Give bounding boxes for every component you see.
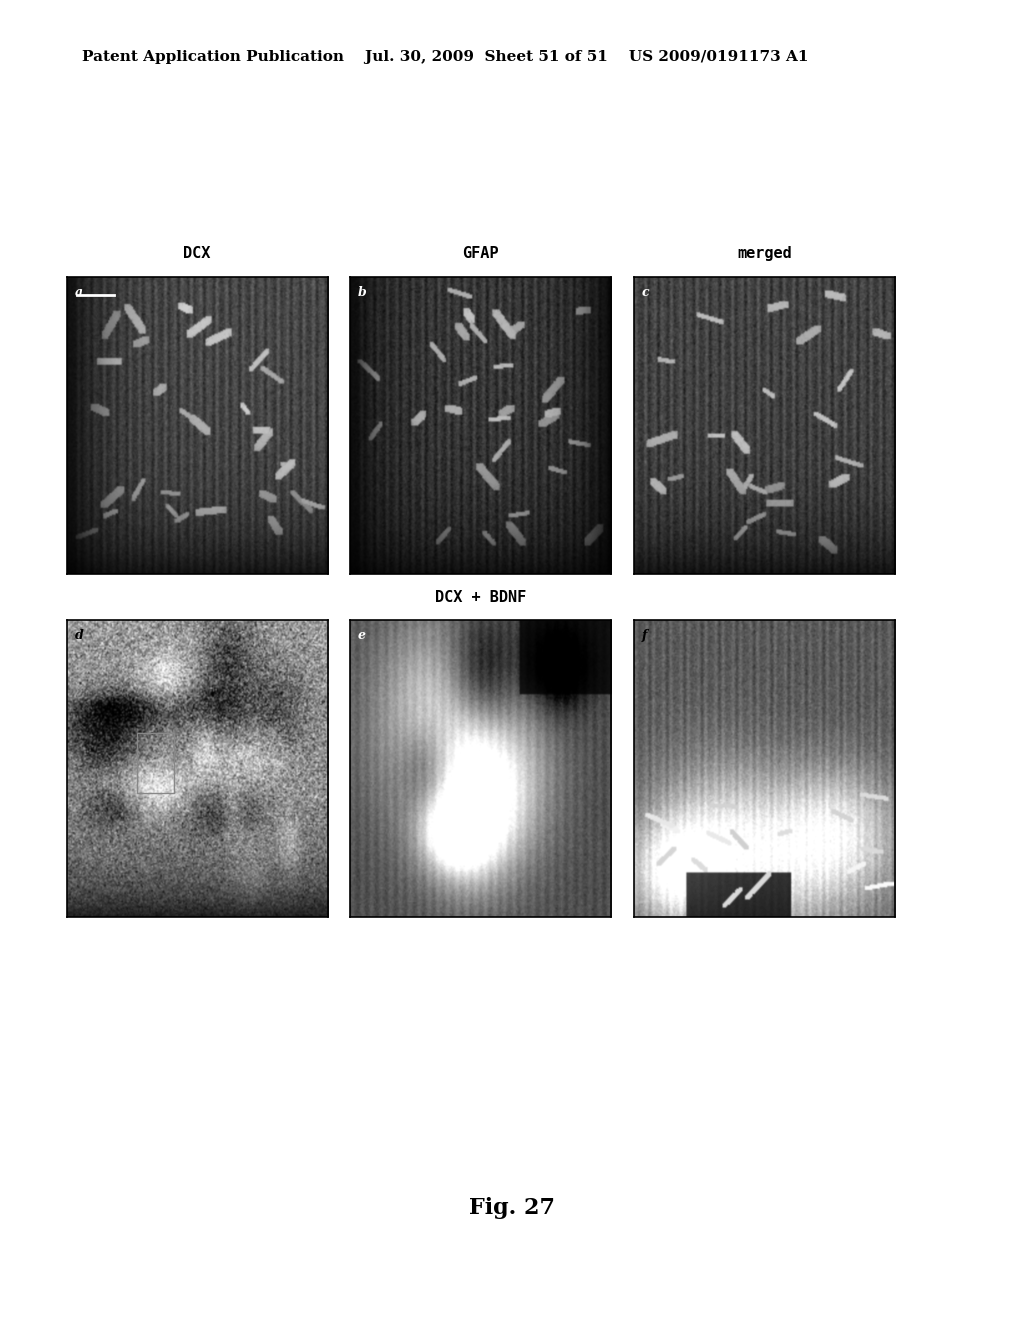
Bar: [137, 734, 174, 792]
Text: GFAP: GFAP: [463, 247, 499, 261]
Text: Patent Application Publication    Jul. 30, 2009  Sheet 51 of 51    US 2009/01911: Patent Application Publication Jul. 30, …: [82, 50, 808, 65]
Text: d: d: [75, 630, 83, 643]
Text: a: a: [75, 286, 83, 300]
Text: DCX: DCX: [183, 247, 211, 261]
Text: Fig. 27: Fig. 27: [469, 1197, 555, 1218]
Text: DCX + BDNF: DCX + BDNF: [435, 590, 526, 605]
Text: f: f: [642, 630, 647, 643]
Text: e: e: [358, 630, 366, 643]
Text: merged: merged: [737, 247, 792, 261]
Text: c: c: [642, 286, 649, 300]
Text: b: b: [358, 286, 367, 300]
